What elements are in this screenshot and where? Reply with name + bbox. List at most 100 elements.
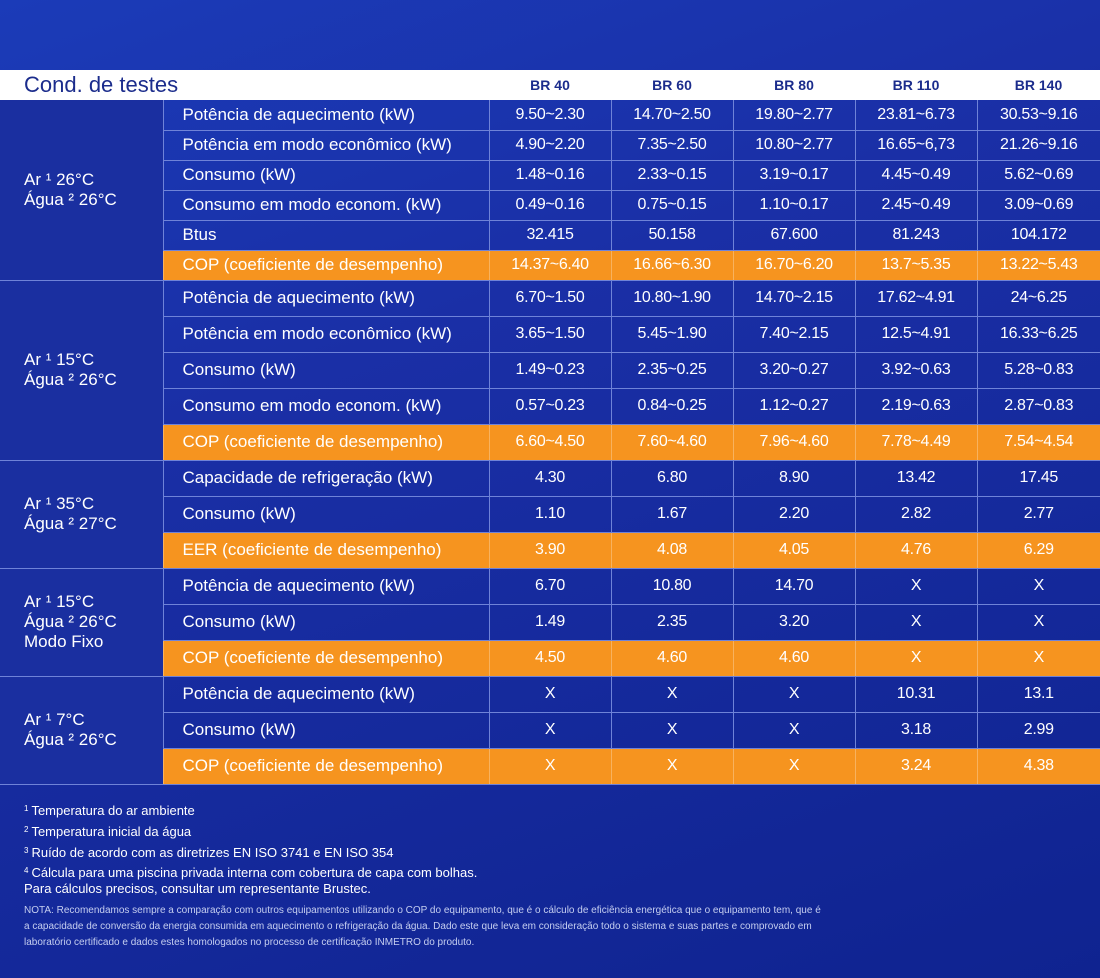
footnote-4: 4 Cálcula para uma piscina privada intern… [24,865,478,896]
value-cell: 50.158 [610,220,734,251]
value-cell: 3.19~0.17 [732,160,856,191]
table-row: COP (coeficiente de desempenho) 14.37~6.4… [0,250,1100,281]
condition-line: Ar ¹ 7°C [24,710,85,729]
value-cell: 2.77 [976,496,1100,533]
table-row: Consumo (kW) 1.49 2.35 3.20 X X [0,604,1100,641]
condition-line: Água ² 26°C [24,370,117,389]
value-cell: 7.54~4.54 [976,424,1100,461]
parameter-label: COP (coeficiente de desempenho) [162,424,490,461]
parameter-label: COP (coeficiente de desempenho) [162,748,490,785]
footnote-3: 3 Ruído de acordo com as diretrizes EN IS… [24,845,394,860]
value-cell: X [854,604,978,641]
table-row: COP (coeficiente de desempenho) 4.50 4.60 4… [0,640,1100,677]
value-cell: X [488,748,612,785]
parameter-label: Btus [162,220,490,251]
value-cell: 5.45~1.90 [610,316,734,353]
value-cell: 4.08 [610,532,734,569]
table-row: COP (coeficiente de desempenho) 6.60~4.50… [0,424,1100,461]
condition-line: Água ² 26°C [24,730,117,749]
value-cell: 81.243 [854,220,978,251]
value-cell: 17.45 [976,460,1100,497]
parameter-label: EER (coeficiente de desempenho) [162,532,490,569]
value-cell: 14.70 [732,568,856,605]
table-row: Ar ¹ 7°C Água ² 26°C Potência de aquecimen… [0,676,1100,785]
value-cell: X [976,640,1100,677]
value-cell: 14.70~2.50 [610,100,734,131]
table-row: Btus 32.415 50.158 67.600 81.243 104.172 [0,220,1100,251]
value-cell: X [488,676,612,713]
table-row: Consumo (kW) 1.10 1.67 2.20 2.82 2.77 [0,496,1100,533]
value-cell: 12.5~4.91 [854,316,978,353]
table-row: Consumo em modo econom. (kW) 0.57~0.23 0.8… [0,388,1100,425]
value-cell: 7.35~2.50 [610,130,734,161]
spec-table: Cond. de testes BR 40 BR 60 BR 80 BR 110… [0,70,1100,785]
table-row: Consumo em modo econom. (kW) 0.49~0.16 0.7… [0,190,1100,221]
value-cell: 3.90 [488,532,612,569]
value-cell: 2.33~0.15 [610,160,734,191]
value-cell: 6.70~1.50 [488,280,612,317]
value-cell: 3.18 [854,712,978,749]
table-header-row: Cond. de testes BR 40 BR 60 BR 80 BR 110… [0,70,1100,100]
value-cell: 9.50~2.30 [488,100,612,131]
condition-line: Água ² 26°C [24,612,117,631]
value-cell: X [610,712,734,749]
condition-cell: Ar ¹ 15°C Água ² 26°C Modo Fixo [0,568,163,677]
parameter-label: Consumo em modo econom. (kW) [162,388,490,425]
parameter-label: Consumo (kW) [162,160,490,191]
condition-header: Cond. de testes [0,70,490,100]
value-cell: 7.96~4.60 [732,424,856,461]
model-header: BR 110 [855,70,978,100]
value-cell: X [732,712,856,749]
model-header: BR 60 [611,70,734,100]
value-cell: 13.22~5.43 [976,250,1100,281]
value-cell: 7.40~2.15 [732,316,856,353]
value-cell: 4.60 [732,640,856,677]
table-row: Ar ¹ 15°C Água ² 26°C Modo Fixo Potência de… [0,568,1100,677]
value-cell: 4.30 [488,460,612,497]
value-cell: 3.65~1.50 [488,316,612,353]
value-cell: 3.92~0.63 [854,352,978,389]
value-cell: 4.50 [488,640,612,677]
value-cell: 10.31 [854,676,978,713]
value-cell: 16.33~6.25 [976,316,1100,353]
value-cell: 10.80~2.77 [732,130,856,161]
parameter-label: COP (coeficiente de desempenho) [162,250,490,281]
parameter-label: Potência de aquecimento (kW) [162,568,490,605]
condition-cell: Ar ¹ 26°C Água ² 26°C [0,100,163,281]
parameter-label: COP (coeficiente de desempenho) [162,640,490,677]
value-cell: 1.48~0.16 [488,160,612,191]
value-cell: X [854,568,978,605]
value-cell: 17.62~4.91 [854,280,978,317]
notes: 1 Temperatura do ar ambiente 2 Temperatura… [24,800,1084,951]
table-row: Consumo (kW) X X X 3.18 2.99 [0,712,1100,749]
value-cell: 2.82 [854,496,978,533]
parameter-label: Consumo (kW) [162,604,490,641]
parameter-label: Capacidade de refrigeração (kW) [162,460,490,497]
value-cell: 0.75~0.15 [610,190,734,221]
parameter-label: Consumo em modo econom. (kW) [162,190,490,221]
model-header: BR 80 [733,70,856,100]
condition-line: Ar ¹ 15°C [24,350,95,369]
value-cell: 104.172 [976,220,1100,251]
value-cell: 2.35~0.25 [610,352,734,389]
value-cell: 3.24 [854,748,978,785]
value-cell: 13.42 [854,460,978,497]
value-cell: 2.19~0.63 [854,388,978,425]
value-cell: 1.10 [488,496,612,533]
condition-cell: Ar ¹ 35°C Água ² 27°C [0,460,163,569]
table-row: Ar ¹ 15°C Água ² 26°C Potência de aquecime… [0,280,1100,461]
value-cell: 4.76 [854,532,978,569]
value-cell: X [610,676,734,713]
value-cell: X [976,604,1100,641]
value-cell: 0.49~0.16 [488,190,612,221]
footnote-1: 1 Temperatura do ar ambiente [24,803,195,818]
value-cell: 3.09~0.69 [976,190,1100,221]
condition-cell: Ar ¹ 7°C Água ² 26°C [0,676,163,785]
value-cell: 13.7~5.35 [854,250,978,281]
value-cell: 13.1 [976,676,1100,713]
condition-line: Ar ¹ 26°C [24,169,95,189]
table-row: EER (coeficiente de desempenho) 3.90 4.08 4… [0,532,1100,569]
value-cell: 14.70~2.15 [732,280,856,317]
value-cell: 14.37~6.40 [488,250,612,281]
value-cell: 5.62~0.69 [976,160,1100,191]
